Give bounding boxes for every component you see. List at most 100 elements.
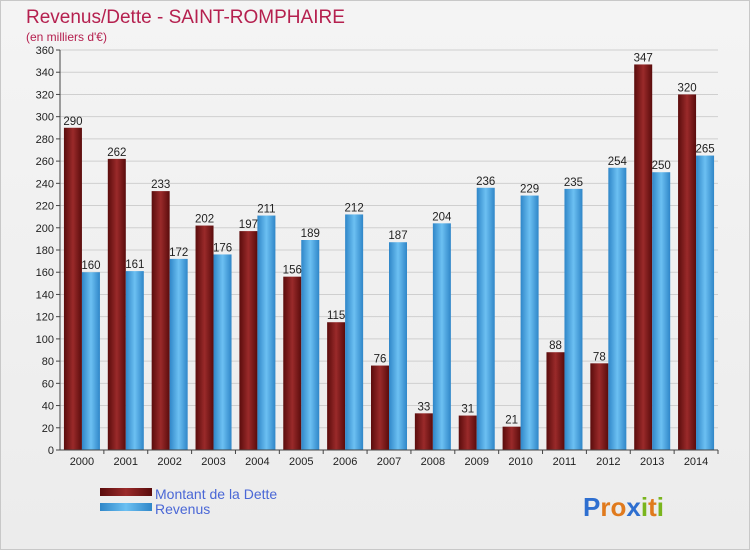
data-label: 31 [461,404,474,416]
data-labels: 290 160 262 161 233 172 202 176 197 211 156 189 115 2… [63,52,714,426]
data-label: 33 [417,401,430,413]
y-tick-label: 200 [36,223,54,235]
x-tick-label: 2009 [464,456,488,468]
bar-debt [239,231,258,450]
bar-debt [195,225,214,450]
data-label: 212 [345,202,364,214]
x-tick-label: 2012 [596,456,620,468]
bar-revenue [389,242,407,450]
bar-debt [678,94,697,450]
logo-letter: x [626,492,641,522]
bar-debt [502,426,521,450]
data-label: 172 [169,247,188,259]
data-label: 262 [107,147,126,159]
y-tick-label: 320 [36,89,54,101]
bar-debt [414,413,433,450]
legend: Montant de la Dette Revenus [100,486,277,517]
legend-swatch-revenue [100,503,152,511]
legend-label-revenue: Revenus [155,501,210,517]
x-tick-label: 2005 [289,456,313,468]
logo-letter: o [610,492,626,522]
bar-revenue [81,272,100,450]
bar-debt [458,415,477,450]
bar-revenue [345,214,364,450]
data-label: 189 [301,228,320,240]
bar-debt [371,365,389,450]
y-tick-label: 360 [36,45,54,57]
data-label: 21 [505,415,518,427]
data-label: 320 [677,82,696,94]
legend-label-debt: Montant de la Dette [155,486,277,502]
y-tick-label: 180 [36,245,54,257]
bar-debt [151,191,170,450]
y-tick-label: 280 [36,134,54,146]
data-label: 235 [564,177,583,189]
bar-revenue [608,167,627,450]
proxiti-logo-text: Proxiti [583,492,664,522]
bar-revenue [301,240,320,450]
x-tick-label: 2010 [508,456,532,468]
bar-revenue [125,271,144,450]
bar-debt [327,322,346,450]
y-tick-label: 60 [42,378,54,390]
legend-swatch-debt [100,488,152,496]
bar-debt [107,158,126,450]
x-tick-label: 2013 [640,456,664,468]
data-label: 233 [151,179,170,191]
x-tick-label: 2002 [157,456,181,468]
y-tick-label: 0 [48,445,54,457]
bar-revenue [169,258,188,450]
y-tick-label: 80 [42,356,54,368]
data-label: 250 [652,160,671,172]
data-label: 202 [195,214,214,226]
y-tick-label: 120 [36,312,54,324]
chart-subtitle: (en milliers d'€) [26,30,107,44]
y-tick-label: 160 [36,267,54,279]
bar-revenue [652,172,671,450]
data-label: 236 [476,176,495,188]
data-label: 78 [593,351,606,363]
y-tick-label: 140 [36,289,54,301]
data-label: 156 [283,265,302,277]
bar-debt [283,276,302,450]
data-label: 115 [327,310,345,322]
bar-debt [546,352,565,450]
bar-debt [634,64,653,450]
logo-letter: t [648,492,657,522]
data-label: 160 [81,260,100,272]
bar-revenue [432,223,451,450]
bar-revenue [564,188,583,450]
logo-letter: r [600,492,610,522]
y-tick-label: 300 [36,112,54,124]
logo-letter: i [641,492,648,522]
bar-revenue [520,195,539,450]
chart-title: Revenus/Dette - SAINT-ROMPHAIRE [26,7,345,28]
data-label: 197 [239,219,258,231]
x-tick-label: 2006 [333,456,357,468]
bar-debt [63,127,82,451]
bars [63,64,715,451]
y-tick-label: 220 [36,201,54,213]
x-tick-label: 2014 [684,456,708,468]
bar-revenue [257,215,276,450]
x-tick-label: 2007 [377,456,401,468]
data-label: 161 [125,259,144,271]
data-label: 347 [634,52,653,64]
data-label: 254 [608,156,628,168]
x-tick-label: 2008 [421,456,445,468]
data-label: 290 [63,116,82,128]
y-tick-label: 20 [42,423,54,435]
x-tick-label: 2011 [553,456,577,468]
logo-letter: i [657,492,664,522]
data-label: 204 [432,211,452,223]
bar-revenue [696,155,715,451]
data-label: 211 [257,204,275,216]
y-tick-label: 240 [36,178,54,190]
bar-revenue [213,254,232,450]
data-label: 76 [374,354,387,366]
data-label: 88 [549,340,562,352]
y-tick-label: 340 [36,67,54,79]
x-tick-label: 2000 [70,456,94,468]
y-tick-label: 260 [36,156,54,168]
proxiti-logo: Proxiti [583,492,664,522]
